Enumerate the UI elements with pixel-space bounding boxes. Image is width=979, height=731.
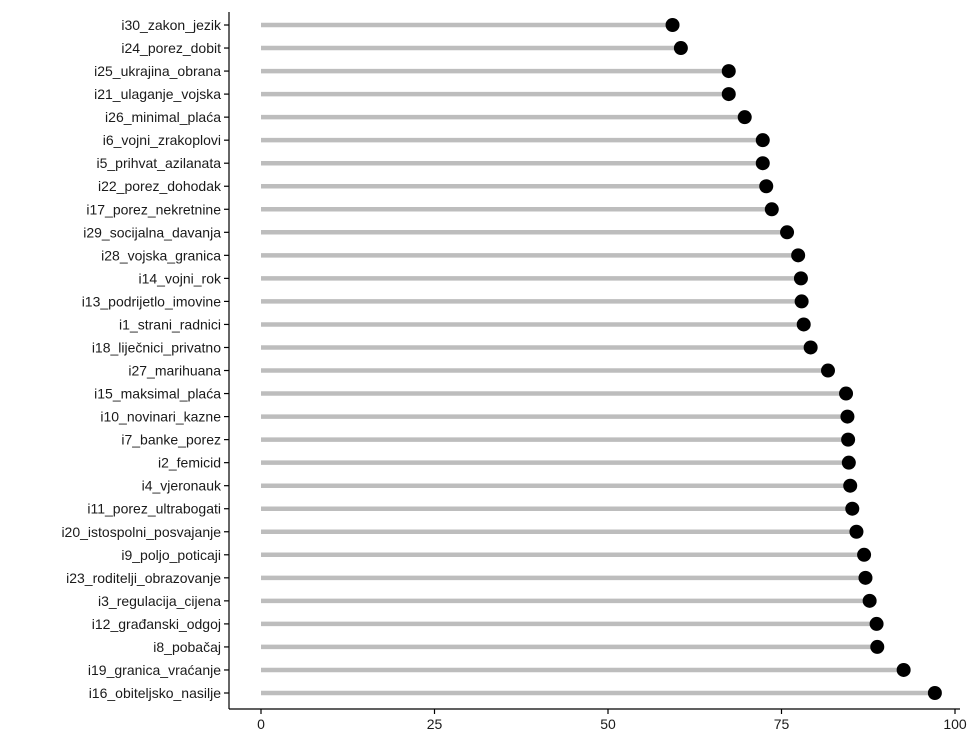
lollipop-dot — [849, 524, 864, 539]
y-tick-label: i4_vjeronauk — [142, 478, 222, 494]
y-tick-label: i29_socijalna_davanja — [83, 224, 221, 240]
lollipop-dot — [780, 225, 795, 240]
lollipop-dot — [764, 202, 779, 217]
y-tick-label: i25_ukrajina_obrana — [94, 63, 221, 79]
y-tick-label: i13_podrijetlo_imovine — [82, 293, 222, 309]
lollipop-dot — [845, 501, 860, 516]
y-tick-label: i10_novinari_kazne — [100, 409, 221, 425]
lollipop-dot — [665, 18, 680, 32]
y-tick-label: i6_vojni_zrakoplovi — [103, 132, 221, 148]
lollipop-dot — [896, 662, 911, 677]
y-tick-label: i21_ulaganje_vojska — [94, 86, 221, 102]
y-tick-label: i15_maksimal_plaća — [94, 386, 221, 402]
lollipop-dot — [840, 409, 855, 424]
lollipop-dot — [857, 547, 872, 562]
y-tick-label: i3_regulacija_cijena — [98, 593, 221, 609]
x-tick-label: 0 — [257, 716, 265, 731]
y-tick-label: i19_granica_vraćanje — [88, 662, 221, 678]
lollipop-dot — [870, 639, 885, 654]
lollipop-dot — [721, 87, 736, 102]
y-tick-label: i24_porez_dobit — [121, 40, 221, 56]
x-axis: 0 25 50 75 100 — [229, 708, 967, 731]
y-tick-label: i27_marihuana — [128, 363, 221, 379]
x-tick-label: 50 — [600, 716, 616, 731]
lollipop-dot — [794, 294, 809, 309]
y-tick-label: i14_vojni_rok — [139, 270, 222, 286]
y-tick-label: i26_minimal_plaća — [105, 109, 221, 125]
y-tick-label: i17_porez_nekretnine — [86, 201, 221, 217]
lollipop-dot — [803, 340, 818, 355]
y-tick-label: i8_pobačaj — [153, 639, 221, 655]
lollipop-dot — [927, 686, 942, 700]
x-tick-label: 75 — [774, 716, 790, 731]
lollipop-dot — [869, 616, 884, 631]
lollipop-dot — [839, 386, 854, 401]
y-tick-label: i5_prihvat_azilanata — [96, 155, 221, 171]
y-tick-label: i7_banke_porez — [121, 432, 221, 448]
x-tick-label: 25 — [427, 716, 443, 731]
lollipop-dot — [737, 110, 752, 125]
y-tick-label: i16_obiteljsko_nasilje — [89, 685, 222, 701]
x-tick-label: 100 — [943, 716, 967, 731]
lollipop-dot — [793, 271, 808, 286]
y-tick-label: i1_strani_radnici — [119, 316, 221, 332]
lollipop-dot — [862, 593, 877, 608]
lollipop-dot — [755, 133, 770, 148]
lollipop-dot — [673, 41, 688, 56]
y-tick-label: i2_femicid — [158, 455, 221, 471]
lollipop-dot — [759, 179, 774, 194]
lollipop-dot — [843, 478, 858, 493]
y-tick-label: i20_istospolni_posvajanje — [61, 524, 221, 540]
lollipop-dot — [820, 363, 835, 378]
y-axis: i30_zakon_jezik i24_porez_dobit i25_ukraji… — [61, 12, 230, 709]
stems-layer — [261, 22, 935, 696]
y-tick-label: i28_vojska_granica — [101, 247, 221, 263]
y-tick-label: i9_poljo_poticaji — [121, 547, 221, 563]
lollipop-dot — [755, 156, 770, 171]
y-tick-label: i23_roditelji_obrazovanje — [66, 570, 221, 586]
lollipop-dot — [796, 317, 811, 332]
y-tick-label: i22_porez_dohodak — [98, 178, 222, 194]
y-tick-label: i18_liječnici_privatno — [92, 339, 221, 355]
y-tick-label: i12_građanski_odgoj — [92, 616, 221, 632]
lollipop-dot — [791, 248, 806, 263]
y-tick-label: i30_zakon_jezik — [121, 17, 222, 33]
lollipop-dot — [858, 570, 873, 585]
dots-layer — [665, 18, 942, 700]
lollipop-dot — [841, 455, 856, 470]
lollipop-dot — [841, 432, 856, 447]
y-tick-label: i11_porez_ultrabogati — [87, 501, 221, 517]
lollipop-dot — [721, 64, 736, 79]
